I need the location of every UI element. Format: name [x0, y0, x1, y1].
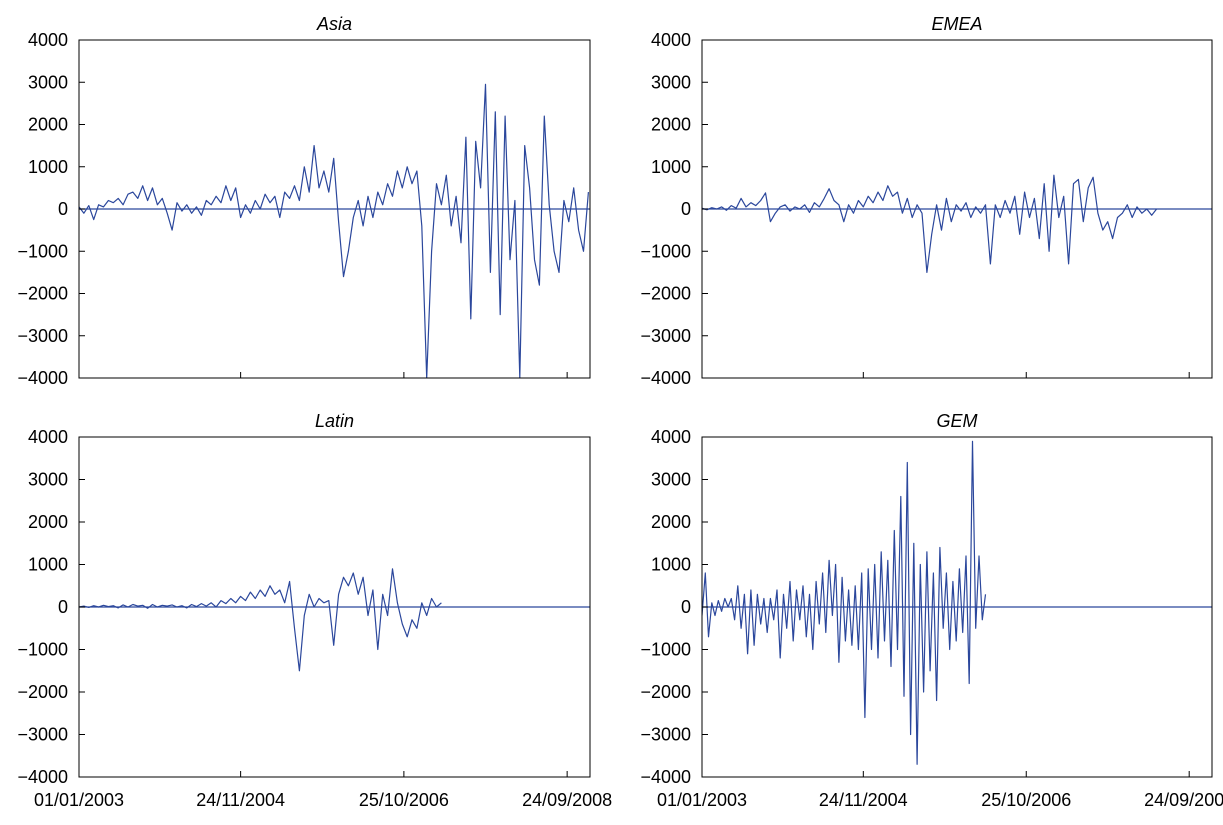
y-tick-label: 1000	[651, 555, 691, 575]
y-tick-label: 3000	[28, 470, 68, 490]
y-tick-label: −1000	[17, 241, 68, 261]
chart-panel-latin: Latin 4000 3000 2000 1000 0 −1000 −2000 −3000 −40…	[17, 411, 612, 810]
y-tick-label: −3000	[640, 326, 691, 346]
x-tick-label: 24/09/2008	[1144, 790, 1223, 810]
y-tick-label: −2000	[640, 284, 691, 304]
y-tick-label: 4000	[651, 427, 691, 447]
y-tick-label: 3000	[28, 72, 68, 92]
chart-title: Asia	[316, 14, 352, 34]
chart-panel-asia: Asia 4000 3000 2000 1000 0 −1000 −2000 −3000 −400…	[17, 14, 591, 388]
y-tick-label: −2000	[17, 682, 68, 702]
x-tick-label: 25/10/2006	[359, 790, 449, 810]
y-tick-label: −4000	[17, 368, 68, 388]
data-series-line	[702, 174, 1158, 273]
y-tick-label: 2000	[28, 115, 68, 135]
x-tick-label: 24/11/2004	[196, 790, 285, 810]
y-tick-label: 2000	[28, 512, 68, 532]
y-tick-label: −3000	[17, 725, 68, 745]
y-tick-label: −1000	[640, 640, 691, 660]
y-tick-label: −4000	[17, 767, 68, 787]
y-tick-label: −3000	[17, 326, 68, 346]
y-tick-label: 0	[58, 199, 68, 219]
y-tick-label: 4000	[28, 427, 68, 447]
y-tick-label: −3000	[640, 725, 691, 745]
chart-title: EMEA	[931, 14, 982, 34]
y-tick-label: 2000	[651, 115, 691, 135]
x-tick-label: 24/09/2008	[522, 790, 612, 810]
y-tick-label: 3000	[651, 470, 691, 490]
y-tick-label: 4000	[28, 30, 68, 50]
data-series-line	[702, 440, 987, 765]
y-tick-label: −2000	[17, 284, 68, 304]
y-tick-label: 0	[681, 597, 691, 617]
y-tick-label: 1000	[28, 555, 68, 575]
y-tick-label: −2000	[640, 682, 691, 702]
chart-title: GEM	[936, 411, 977, 431]
y-tick-label: 4000	[651, 30, 691, 50]
x-tick-label: 25/10/2006	[981, 790, 1071, 810]
chart-panel-emea: EMEA 4000 3000 2000 1000 0 −1000 −2000 −3000 −400…	[640, 14, 1213, 388]
x-tick-label: 01/01/2003	[34, 790, 124, 810]
x-tick-label: 01/01/2003	[657, 790, 747, 810]
y-tick-label: −4000	[640, 767, 691, 787]
y-tick-label: 3000	[651, 72, 691, 92]
data-series-line	[79, 568, 442, 672]
y-tick-label: 1000	[651, 157, 691, 177]
y-tick-label: 1000	[28, 157, 68, 177]
y-tick-label: 2000	[651, 512, 691, 532]
y-tick-label: 0	[58, 597, 68, 617]
x-tick-label: 24/11/2004	[819, 790, 908, 810]
data-series-line	[79, 83, 589, 378]
chart-title: Latin	[315, 411, 354, 431]
y-tick-label: −1000	[640, 241, 691, 261]
y-tick-label: −1000	[17, 640, 68, 660]
chart-panel-gem: GEM 4000 3000 2000 1000 0 −1000 −2000 −3000 −4000…	[640, 411, 1223, 810]
y-tick-label: 0	[681, 199, 691, 219]
y-tick-label: −4000	[640, 368, 691, 388]
